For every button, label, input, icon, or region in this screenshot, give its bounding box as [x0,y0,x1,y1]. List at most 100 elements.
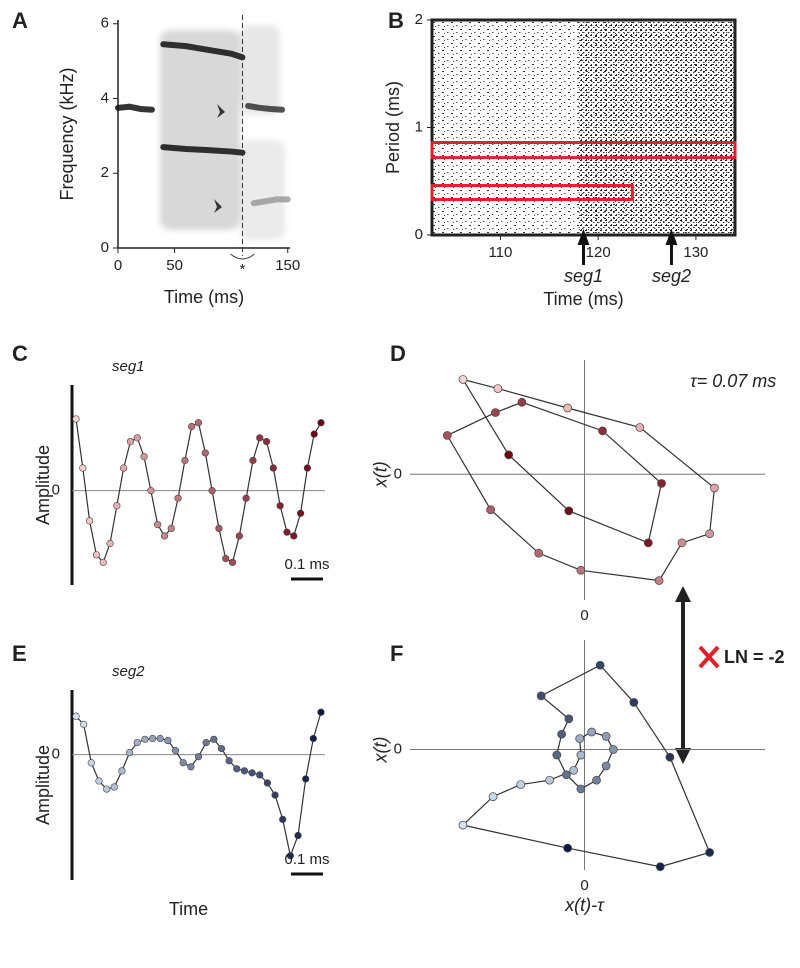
y-tick-label: 0 [394,465,402,482]
trajectory-point [562,770,571,780]
sample-point [79,464,87,472]
trajectory-point [458,820,468,830]
sample-point [208,487,216,495]
y-tick-label: 0 [52,482,60,499]
trajectory-point [552,750,562,760]
sample-point [80,720,88,728]
trajectory-point [564,506,574,516]
sample-point [164,736,172,745]
sample-point [113,502,121,510]
trajectory-point [576,784,586,794]
sample-point [99,558,107,566]
sample-point [262,438,271,446]
sample-point [309,734,317,743]
trajectory-point [517,397,527,407]
segment-arrowhead [577,229,590,245]
y-axis-label: x(t) [371,737,391,764]
trajectory-point [710,483,719,493]
sample-point [147,487,155,495]
panel-letter: E [12,641,27,666]
trajectory-point [458,375,468,384]
sample-point [215,524,223,532]
sample-point [256,771,264,779]
trajectory-point [563,843,572,853]
segment-label: seg1 [564,266,603,286]
trajectory-point [601,761,611,771]
spectrogram-haze [160,25,285,240]
trajectory-point [569,765,579,775]
sample-point [242,494,250,502]
trajectory-point [493,384,503,393]
y-tick-label: 4 [101,89,109,106]
sample-point [140,453,148,461]
sample-point [256,434,264,442]
trajectory-point [601,732,611,741]
band [115,103,155,113]
sample-point [279,815,287,823]
arrowhead [214,199,222,213]
sample-point [106,539,114,548]
sample-point [248,769,256,777]
x-axis-label: Time (ms) [543,289,623,309]
link-arrow: LN = -2 [675,586,785,764]
x-tick-label: 150 [275,257,300,274]
trajectory-point [665,752,675,762]
sample-point [188,422,196,431]
sample-point [160,532,169,540]
sample-point [72,712,80,720]
sample-point [118,767,126,775]
panel-letter: C [12,341,28,366]
highlight-box [430,184,634,202]
trajectory-point [635,423,645,432]
panel-letter: F [390,641,403,666]
sample-point [86,517,94,525]
sample-point [174,494,182,502]
x-tick-label: 110 [488,244,512,261]
x-tick-label: 0 [580,607,588,624]
panel-letter: D [390,341,406,366]
trajectory-point [655,862,665,872]
sample-point [225,757,233,765]
trajectory-point [504,450,514,460]
trajectory-point [534,548,544,558]
panel-title: seg1 [112,358,145,375]
sample-point [92,551,101,559]
y-axis-label: Amplitude [33,445,53,525]
sample-point [210,735,218,743]
sample-point [222,554,230,563]
trajectory-point [592,775,601,785]
sample-point [133,738,141,747]
panel-letter: A [12,8,28,33]
sample-point [290,532,298,540]
sample-point [167,524,175,532]
sample-point [72,415,80,423]
sample-point [310,430,318,438]
scale-bar-label: 0.1 ms [284,851,329,868]
x-tick-label: 0 [580,877,588,894]
sample-point [194,419,203,427]
x-axis-label: Time [169,899,208,919]
y-axis-label: x(t) [371,461,391,488]
trajectory-point [575,734,585,743]
y-tick-label: 6 [101,15,109,32]
sample-point [148,734,157,743]
trajectory [446,378,716,582]
y-axis-label: Amplitude [33,745,53,825]
raster-texture-dense [578,20,735,235]
y-tick-label: 0 [394,740,402,757]
sample-point [302,775,310,783]
marker-bracket [230,253,255,260]
trajectory-point [516,780,526,789]
band [160,144,246,156]
sample-point [87,759,95,767]
sample-point [125,749,134,757]
arrowhead [217,104,225,118]
trajectory-point [564,714,574,724]
panel-title: seg2 [112,663,145,680]
x-tick-label: 130 [683,244,708,261]
sample-point [228,558,237,566]
trajectory-point [563,403,572,413]
sample-point [276,502,284,510]
sample-point [156,734,164,743]
trajectory-point [545,775,554,785]
